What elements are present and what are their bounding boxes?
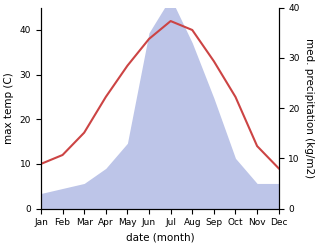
X-axis label: date (month): date (month): [126, 233, 194, 243]
Y-axis label: med. precipitation (kg/m2): med. precipitation (kg/m2): [304, 38, 314, 178]
Y-axis label: max temp (C): max temp (C): [4, 72, 14, 144]
